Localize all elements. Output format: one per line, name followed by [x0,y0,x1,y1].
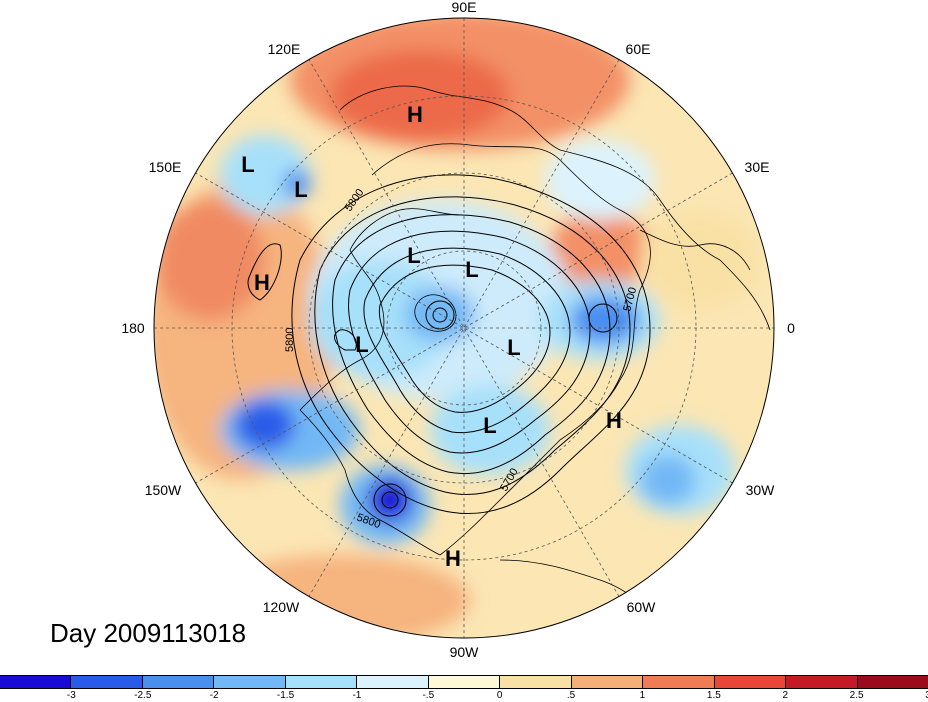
lon-label-180: 180 [121,320,145,336]
map-boundary [153,17,775,639]
colorbar-tick-label: -2 [209,690,219,701]
colorbar-swatch [643,676,715,688]
pressure-center: H [445,546,461,571]
colorbar-tick-label: -.5 [422,690,435,701]
pressure-center: L [355,332,368,357]
pressure-center: H [606,408,622,433]
colorbar-swatch [142,676,215,688]
colorbar-swatch [428,676,501,688]
lon-label-90e: 90E [452,0,477,15]
lon-label-60e: 60E [626,41,651,57]
pressure-center: L [465,257,478,282]
colorbar-swatch [71,676,143,688]
colorbar-tick-label: 2.5 [849,690,864,701]
colorbar-tick-label: 3 [925,690,928,701]
colorbar-swatch [357,676,429,688]
pressure-center: H [254,270,270,295]
colorbar-swatch [571,676,644,688]
pressure-center: L [407,243,420,268]
longitude-labels: 90E 60E 30E 0 30W 60W 90W 120W 150W 180 … [121,0,795,660]
colorbar-tick-label: -3 [66,690,76,701]
colorbar-swatch [857,676,928,688]
graticule [154,18,774,638]
lon-label-120e: 120E [268,41,301,57]
colorbar-swatch [500,676,572,688]
polar-stereographic-map: H L L H L L L L H L H 5800 5800 5700 570… [121,0,795,660]
colorbar-tick-label: -1.5 [276,690,295,701]
colorbar-tick-label: -1 [352,690,362,701]
lon-label-90w: 90W [450,644,480,660]
colorbar-tick-label: 1.5 [706,690,721,701]
colorbar-tick-label: 0 [496,690,503,701]
lon-label-0: 0 [787,320,795,336]
pressure-center: L [483,413,496,438]
lon-label-30e: 30E [745,159,770,175]
colorbar [0,675,928,689]
colorbar-tick-label: 2 [782,690,788,701]
lon-label-30w: 30W [746,482,776,498]
colorbar-tick-labels: -3 -2.5 -2 -1.5 -1 -.5 0 .5 1 1.5 2 2.5 3 [0,690,928,702]
map-title: Day 2009113018 [50,618,247,648]
geopotential-contours [247,174,651,517]
pressure-center: L [507,335,520,360]
colorbar-swatch [786,676,858,688]
lon-label-60w: 60W [627,599,657,615]
colorbar-swatch [0,676,72,688]
contour-label: 5800 [284,328,296,352]
pressure-center: L [241,152,254,177]
colorbar-tick-label: 1 [639,690,646,701]
lon-label-150e: 150E [149,159,182,175]
colorbar-tick-label: .5 [566,690,576,701]
colorbar-tick-label: -2.5 [134,690,152,701]
lon-label-120w: 120W [263,599,300,615]
colorbar-swatch [285,676,358,688]
pressure-centers: H L L H L L L L H L H [241,102,622,571]
pressure-center: L [294,177,307,202]
pressure-center: H [407,102,423,127]
anomaly-shading: H L L H L L L L H L H 5800 5800 5700 570… [154,18,774,638]
colorbar-swatch [714,676,787,688]
colorbar-swatch [214,676,286,688]
lon-label-150w: 150W [145,482,182,498]
